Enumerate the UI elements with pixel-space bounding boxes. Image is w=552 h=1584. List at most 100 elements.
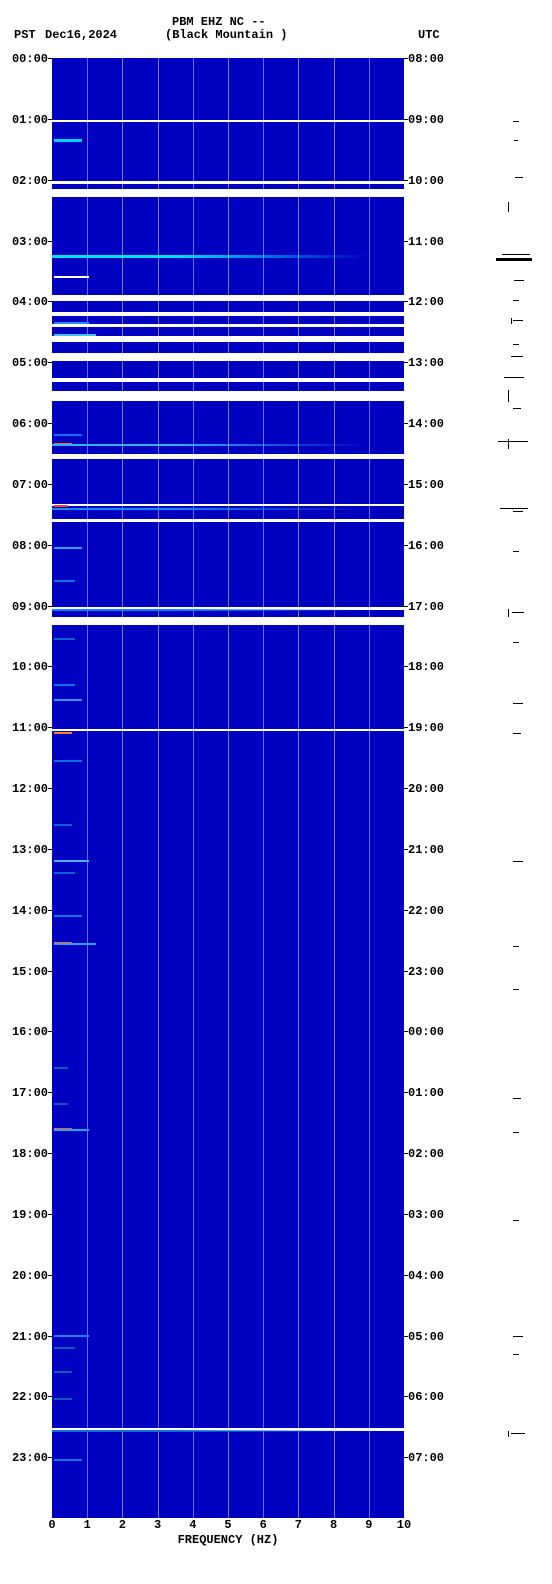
- utc-tick-label: 10:00: [408, 174, 444, 188]
- tick-mark: [404, 1336, 408, 1337]
- tick-mark: [48, 1153, 52, 1154]
- seis-tick: [508, 439, 509, 449]
- tick-mark: [404, 727, 408, 728]
- pst-tick-label: 04:00: [12, 295, 48, 309]
- seis-tick: [513, 344, 519, 345]
- gridline-v: [334, 58, 335, 1518]
- data-gap: [52, 504, 404, 506]
- gridline-v: [193, 58, 194, 1518]
- tick-mark: [48, 362, 52, 363]
- seis-tick: [513, 408, 521, 409]
- data-gap: [52, 312, 404, 316]
- utc-tick-label: 02:00: [408, 1147, 444, 1161]
- data-gap: [52, 729, 404, 731]
- freq-tick-label: 8: [330, 1518, 337, 1532]
- pst-tick-label: 08:00: [12, 539, 48, 553]
- data-gap: [52, 181, 404, 184]
- pst-label: PST: [14, 28, 36, 42]
- narrowband-signal: [54, 505, 68, 507]
- seis-tick: [513, 703, 523, 704]
- data-gap: [52, 353, 404, 361]
- seis-tick: [508, 202, 509, 212]
- data-gap: [52, 189, 404, 197]
- tick-mark: [404, 971, 408, 972]
- narrowband-signal: [54, 1398, 72, 1400]
- freq-tick-label: 7: [295, 1518, 302, 1532]
- seis-tick: [513, 121, 519, 122]
- freq-tick-label: 1: [84, 1518, 91, 1532]
- utc-tick-label: 00:00: [408, 1025, 444, 1039]
- tick-mark: [48, 1214, 52, 1215]
- left-time-axis: 00:0001:0002:0003:0004:0005:0006:0007:00…: [0, 58, 52, 1518]
- tick-mark: [48, 1336, 52, 1337]
- seis-tick: [513, 1336, 523, 1337]
- station-code: PBM EHZ NC --: [172, 15, 266, 29]
- utc-tick-label: 22:00: [408, 904, 444, 918]
- pst-tick-label: 20:00: [12, 1269, 48, 1283]
- utc-label: UTC: [418, 28, 440, 42]
- data-gap: [52, 295, 404, 301]
- utc-tick-label: 08:00: [408, 52, 444, 66]
- seis-tick: [512, 612, 524, 613]
- tick-mark: [48, 1457, 52, 1458]
- seis-tick: [515, 177, 523, 178]
- narrowband-signal: [54, 824, 72, 826]
- narrowband-signal: [54, 872, 75, 874]
- freq-tick-label: 4: [189, 1518, 196, 1532]
- tick-mark: [48, 180, 52, 181]
- seis-tick: [513, 861, 523, 862]
- right-time-axis: 08:0009:0010:0011:0012:0013:0014:0015:00…: [404, 58, 464, 1518]
- utc-tick-label: 05:00: [408, 1330, 444, 1344]
- data-gap: [52, 454, 404, 459]
- freq-tick-label: 0: [48, 1518, 55, 1532]
- narrowband-signal: [54, 580, 75, 582]
- gridline-v: [369, 58, 370, 1518]
- tick-mark: [48, 423, 52, 424]
- utc-tick-label: 18:00: [408, 660, 444, 674]
- utc-tick-label: 14:00: [408, 417, 444, 431]
- wideband-signal: [52, 508, 404, 510]
- gridline-v: [158, 58, 159, 1518]
- data-gap: [52, 336, 404, 342]
- tick-mark: [48, 849, 52, 850]
- seis-tick: [513, 946, 519, 947]
- utc-tick-label: 13:00: [408, 356, 444, 370]
- seismogram-panel: [468, 58, 548, 1518]
- narrowband-signal: [54, 1103, 68, 1105]
- tick-mark: [404, 241, 408, 242]
- data-gap: [52, 120, 404, 122]
- utc-tick-label: 06:00: [408, 1390, 444, 1404]
- utc-tick-label: 20:00: [408, 782, 444, 796]
- seis-tick: [511, 356, 523, 357]
- seis-tick: [511, 1433, 525, 1434]
- narrowband-signal: [54, 1335, 89, 1337]
- utc-tick-label: 15:00: [408, 478, 444, 492]
- tick-mark: [404, 666, 408, 667]
- narrowband-signal: [54, 638, 75, 640]
- tick-mark: [48, 910, 52, 911]
- pst-tick-label: 15:00: [12, 965, 48, 979]
- tick-mark: [404, 1153, 408, 1154]
- utc-tick-label: 01:00: [408, 1086, 444, 1100]
- wideband-signal: [52, 444, 404, 446]
- tick-mark: [404, 1031, 408, 1032]
- wideband-signal: [52, 255, 404, 258]
- freq-tick-label: 9: [365, 1518, 372, 1532]
- narrowband-signal: [54, 915, 82, 917]
- narrowband-signal: [54, 699, 82, 701]
- pst-tick-label: 11:00: [12, 721, 48, 735]
- tick-mark: [404, 788, 408, 789]
- utc-tick-label: 23:00: [408, 965, 444, 979]
- seis-tick: [502, 254, 530, 255]
- tick-mark: [404, 1092, 408, 1093]
- tick-mark: [48, 606, 52, 607]
- tick-mark: [48, 1092, 52, 1093]
- utc-tick-label: 11:00: [408, 235, 444, 249]
- freq-tick-label: 5: [224, 1518, 231, 1532]
- tick-mark: [48, 58, 52, 59]
- tick-mark: [404, 1396, 408, 1397]
- pst-tick-label: 23:00: [12, 1451, 48, 1465]
- tick-mark: [404, 1275, 408, 1276]
- pst-tick-label: 01:00: [12, 113, 48, 127]
- tick-mark: [404, 1457, 408, 1458]
